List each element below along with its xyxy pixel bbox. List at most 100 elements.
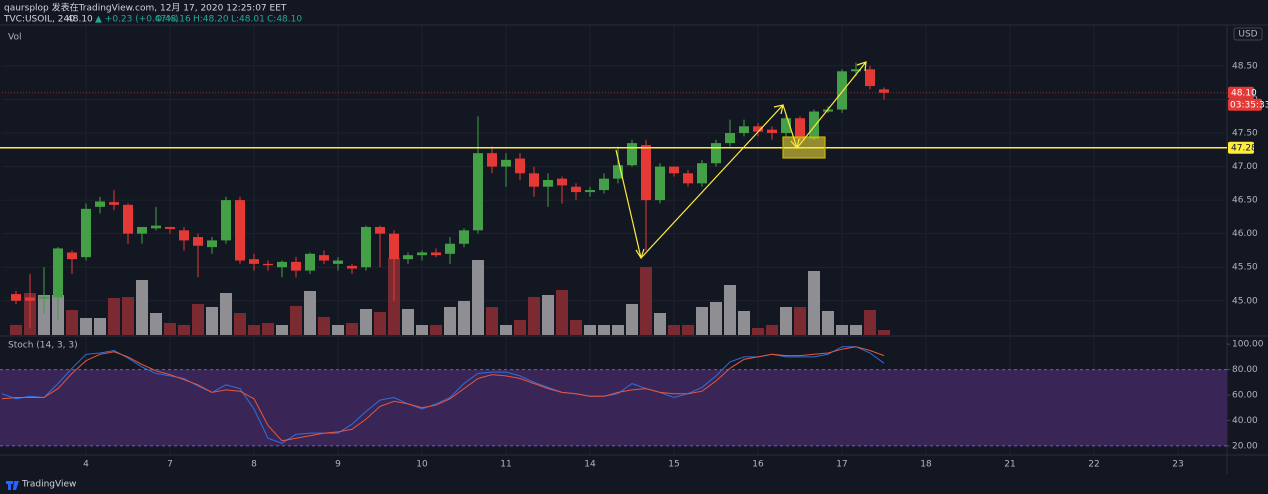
candle-body xyxy=(823,109,833,112)
candle-body xyxy=(347,265,357,269)
brand[interactable]: TradingView xyxy=(21,480,76,490)
volume-bar xyxy=(402,309,414,335)
footer-bar xyxy=(0,474,1268,494)
candle-body xyxy=(389,233,399,260)
candle-body xyxy=(207,240,217,248)
volume-bar xyxy=(780,307,792,335)
volume-bar xyxy=(668,325,680,335)
currency[interactable]: USD xyxy=(1238,30,1257,40)
volume-bar xyxy=(346,323,358,335)
x-tick-label: 17 xyxy=(836,460,847,470)
volume-bar xyxy=(206,307,218,335)
candle-body xyxy=(319,255,329,261)
candle-body xyxy=(851,69,861,72)
x-tick-label: 15 xyxy=(668,460,679,470)
countdown: 03:35:33 xyxy=(1230,100,1268,110)
candle-body xyxy=(235,200,245,261)
x-tick-label: 11 xyxy=(500,460,511,470)
candle-body xyxy=(697,163,707,184)
volume-bar xyxy=(234,313,246,335)
volume-bar xyxy=(318,317,330,335)
volume-bar xyxy=(598,325,610,335)
candle-body xyxy=(361,226,371,268)
volume-bar xyxy=(710,302,722,335)
volume-bar xyxy=(836,325,848,335)
volume-bar xyxy=(654,313,666,335)
volume-bar xyxy=(164,323,176,335)
candle-body xyxy=(221,200,231,241)
volume-bar xyxy=(514,320,526,335)
candle-body xyxy=(739,126,749,134)
candle-body xyxy=(291,261,301,271)
y-tick-label: 20.00 xyxy=(1232,441,1258,451)
candle-body xyxy=(543,180,553,187)
volume-bar xyxy=(122,297,134,335)
volume-bar xyxy=(556,290,568,335)
ohlc: C:48.10 xyxy=(267,15,302,25)
y-tick-label: 45.00 xyxy=(1232,296,1258,306)
x-tick-label: 7 xyxy=(167,460,173,470)
candle-body xyxy=(473,153,483,231)
candle-body xyxy=(641,145,651,201)
candle-body xyxy=(417,252,427,256)
y-tick-label: 45.50 xyxy=(1232,263,1258,273)
volume-bar xyxy=(864,310,876,335)
volume-bar xyxy=(878,330,890,335)
volume-bar xyxy=(444,307,456,335)
ohlc: L:48.01 xyxy=(231,15,265,25)
volume-bar xyxy=(738,311,750,335)
y-tick-label: 40.00 xyxy=(1232,416,1258,426)
candle-body xyxy=(599,178,609,191)
volume-bar xyxy=(108,298,120,335)
candle-body xyxy=(683,173,693,184)
candle-body xyxy=(123,204,133,234)
volume-bar xyxy=(332,325,344,335)
volume-bar xyxy=(416,325,428,335)
volume-bar xyxy=(262,323,274,335)
candle-body xyxy=(725,133,735,144)
candle-body xyxy=(571,186,581,193)
candle-body xyxy=(403,255,413,260)
candle-body xyxy=(879,89,889,93)
candle-body xyxy=(193,237,203,246)
candle-body xyxy=(627,143,637,166)
volume-bar xyxy=(766,325,778,335)
x-tick-label: 16 xyxy=(752,460,764,470)
volume-bar xyxy=(696,307,708,335)
symbol: TVC:USOIL, 240 xyxy=(3,15,75,25)
candle-body xyxy=(249,259,259,264)
volume-bar xyxy=(528,297,540,335)
currency-box[interactable] xyxy=(1233,27,1263,41)
volume-bar xyxy=(850,325,862,335)
candle-body xyxy=(11,294,21,301)
volume-bar xyxy=(374,312,386,335)
volume-bar xyxy=(640,267,652,335)
candle-body xyxy=(165,226,175,229)
volume-bar xyxy=(808,271,820,335)
candle-body xyxy=(305,253,315,271)
candle-body xyxy=(529,173,539,187)
candle-body xyxy=(795,118,805,139)
y-tick-label: 100.00 xyxy=(1232,340,1264,350)
candle-body xyxy=(81,208,91,258)
y-tick-label: 47.00 xyxy=(1232,162,1258,172)
candle-body xyxy=(711,143,721,164)
candle-body xyxy=(375,226,385,234)
candle-body xyxy=(809,111,819,139)
x-tick-label: 8 xyxy=(251,460,257,470)
last-price-label: 48.10 xyxy=(1231,88,1257,98)
candle-body xyxy=(137,226,147,234)
candle-body xyxy=(109,202,119,205)
volume-bar xyxy=(290,306,302,335)
volume-bar xyxy=(486,307,498,335)
volume-bar xyxy=(752,328,764,335)
candle-body xyxy=(39,296,49,299)
volume-bar xyxy=(192,304,204,335)
x-tick-label: 4 xyxy=(83,460,89,470)
y-tick-label: 48.50 xyxy=(1232,61,1258,71)
volume-bar xyxy=(220,293,232,335)
volume-bar xyxy=(612,325,624,335)
candle-body xyxy=(459,230,469,244)
volume-bar xyxy=(458,301,470,335)
